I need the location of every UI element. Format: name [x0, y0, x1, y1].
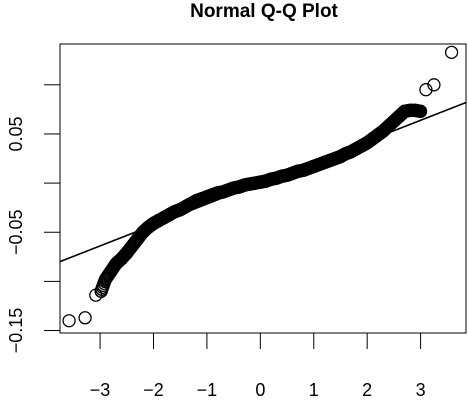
x-tick-label: 3	[416, 380, 426, 400]
sample-point	[339, 146, 353, 161]
sample-point	[78, 311, 92, 325]
sample-point	[403, 103, 417, 118]
sample-point	[397, 104, 412, 118]
x-tick-label: 0	[255, 380, 265, 400]
x-tick-label: −1	[197, 380, 218, 400]
plot-frame	[59, 43, 467, 334]
y-tick-label: 0.05	[6, 116, 26, 151]
sample-point	[419, 83, 433, 97]
sample-point	[94, 284, 108, 298]
x-tick-label: −2	[143, 380, 164, 400]
sample-point	[444, 45, 459, 60]
sample-point	[248, 176, 262, 190]
chart-title: Normal Q-Q Plot	[190, 1, 338, 22]
sample-point	[62, 314, 76, 328]
sample-point	[237, 178, 251, 192]
sample-point	[413, 104, 428, 118]
sample-point	[328, 151, 342, 166]
sample-point	[242, 177, 257, 191]
x-tick-label: −3	[90, 380, 111, 400]
y-tick-label: −0.15	[6, 308, 26, 354]
sample-point	[427, 78, 441, 92]
sample-points	[62, 45, 459, 328]
x-tick-label: 2	[362, 380, 372, 400]
sample-point	[408, 103, 422, 118]
sample-point	[168, 204, 182, 219]
x-tick-label: 1	[309, 380, 319, 400]
axes: −3 −2 −1 0 1 2 3 −0.15 −0.05 0.05	[6, 43, 467, 400]
plot-area	[60, 45, 466, 328]
y-tick-label: −0.05	[6, 209, 26, 255]
